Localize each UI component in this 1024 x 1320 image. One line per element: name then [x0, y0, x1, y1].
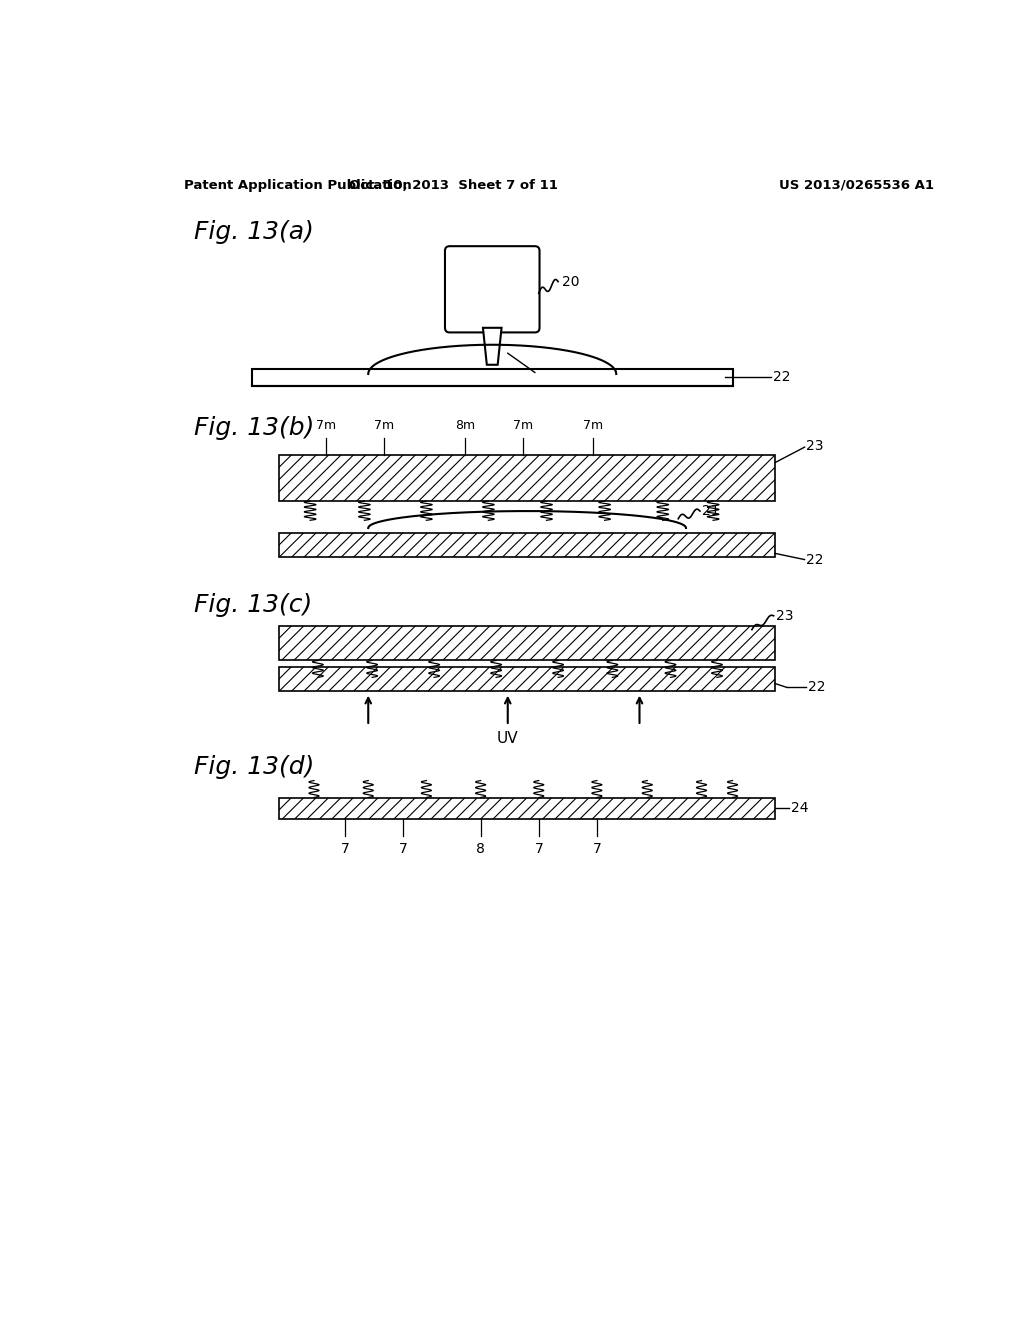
Text: 21: 21 — [702, 504, 720, 517]
Text: 7m: 7m — [315, 418, 336, 432]
Bar — [280, 667, 775, 692]
Text: 7: 7 — [398, 842, 408, 857]
Polygon shape — [280, 797, 775, 818]
Text: 22: 22 — [808, 680, 825, 694]
Text: 7: 7 — [593, 842, 601, 857]
Text: 22: 22 — [773, 370, 791, 384]
Text: 21: 21 — [538, 367, 555, 381]
Polygon shape — [280, 626, 775, 660]
Bar — [280, 626, 775, 660]
Text: 7: 7 — [535, 842, 543, 857]
Text: 7: 7 — [341, 842, 349, 857]
Text: Fig. 13(d): Fig. 13(d) — [194, 755, 314, 779]
Polygon shape — [280, 455, 775, 502]
FancyBboxPatch shape — [445, 246, 540, 333]
Polygon shape — [483, 327, 502, 364]
Text: Oct. 10, 2013  Sheet 7 of 11: Oct. 10, 2013 Sheet 7 of 11 — [349, 178, 558, 191]
Text: UV: UV — [497, 731, 518, 746]
Text: 20: 20 — [562, 275, 580, 289]
Text: Fig. 13(b): Fig. 13(b) — [194, 416, 314, 440]
Text: 23: 23 — [776, 609, 794, 623]
Polygon shape — [280, 533, 775, 557]
Text: 7m: 7m — [374, 418, 394, 432]
Text: 8m: 8m — [455, 418, 475, 432]
Text: Patent Application Publication: Patent Application Publication — [183, 178, 412, 191]
Text: Fig. 13(c): Fig. 13(c) — [194, 593, 312, 616]
Text: US 2013/0265536 A1: US 2013/0265536 A1 — [779, 178, 934, 191]
Polygon shape — [280, 667, 775, 692]
Text: 23: 23 — [806, 438, 823, 453]
Polygon shape — [252, 368, 732, 385]
Bar — [280, 532, 775, 557]
Text: 8: 8 — [476, 842, 485, 857]
Text: 7m: 7m — [513, 418, 534, 432]
Text: 7m: 7m — [583, 418, 603, 432]
Text: 24: 24 — [791, 801, 808, 816]
Text: Fig. 13(a): Fig. 13(a) — [194, 219, 313, 244]
Bar — [280, 797, 775, 818]
Bar — [280, 455, 775, 502]
Text: 22: 22 — [806, 553, 823, 568]
